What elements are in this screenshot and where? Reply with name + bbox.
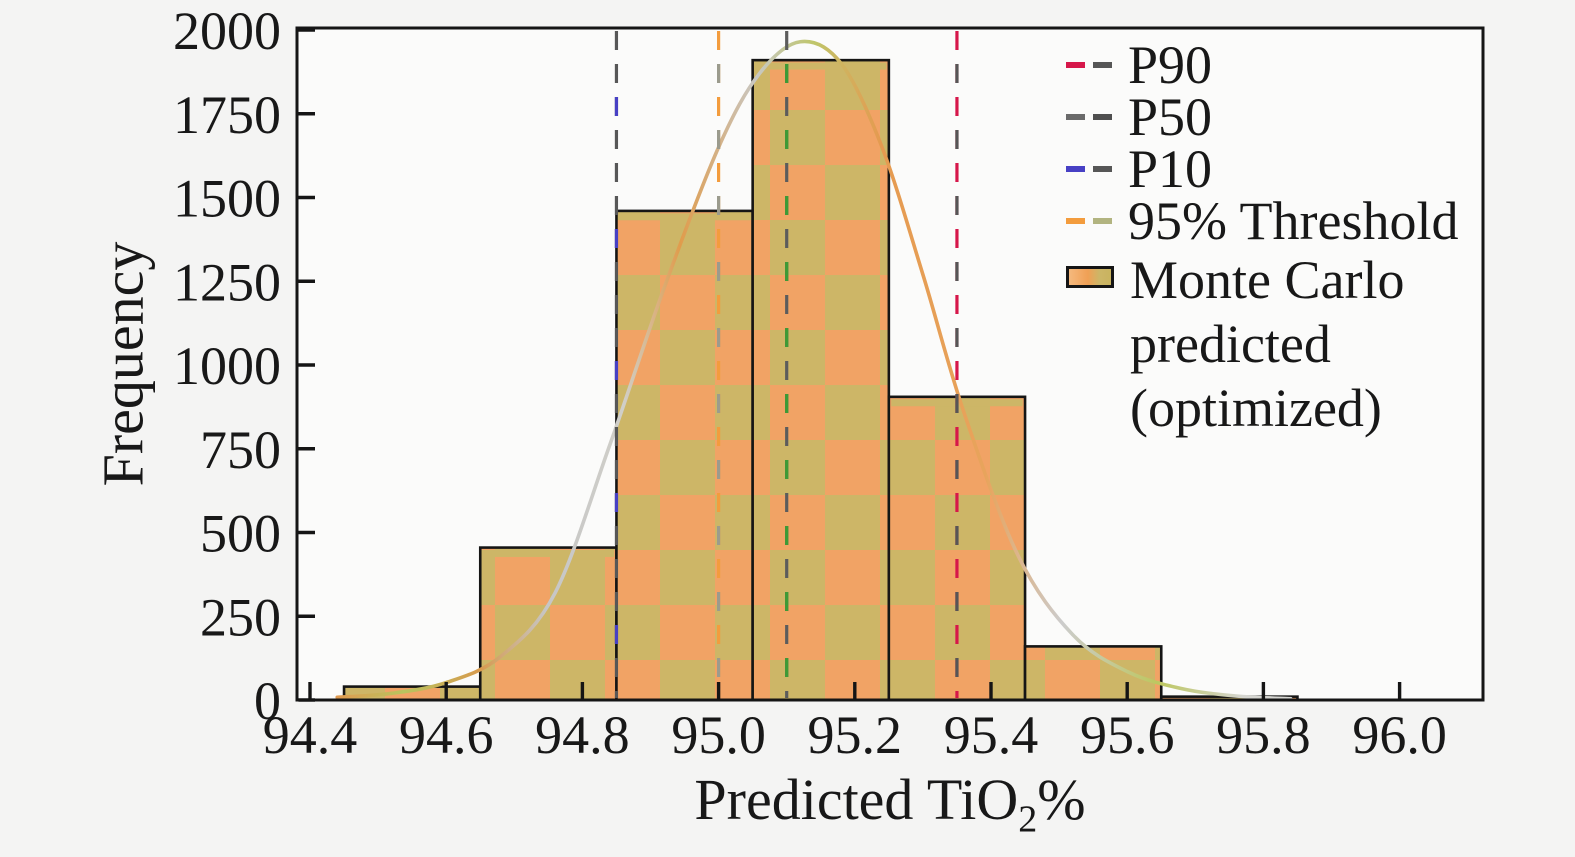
x-tick-label: 94.4 [263,705,358,765]
legend-item-monte-carlo-predicted-optimized-: Monte Carlo predicted (optimized) [1066,248,1404,440]
plot-border [295,26,1485,702]
legend-label: Monte Carlo predicted (optimized) [1130,248,1404,440]
y-tick-label: 1750 [173,85,281,145]
y-tick-label: 750 [200,420,281,480]
x-tick-label: 95.2 [808,705,903,765]
legend-label: P90 [1128,35,1213,95]
legend-item-p90: P90 [1066,38,1212,92]
y-axis-title: Frequency [90,241,156,487]
histogram-bar-top-strip [482,549,615,557]
histogram-bar [478,546,618,702]
legend-label-line: Monte Carlo [1130,250,1405,310]
legend-item-p50: P50 [1066,90,1212,144]
legend-item-95-threshold: 95% Threshold [1066,194,1458,248]
x-tick-label: 95.4 [944,705,1039,765]
legend-line-swatch [1066,166,1112,172]
kde-curve [335,39,1293,701]
y-tick-label: 1500 [173,169,281,229]
legend-line-swatch [1066,62,1112,68]
legend-item-p10: P10 [1066,142,1212,196]
legend-label: P50 [1128,87,1213,147]
histogram-bar [615,209,754,702]
y-tick-label: 250 [200,587,281,647]
legend-label: 95% Threshold [1128,191,1459,251]
x-tick-label: 95.6 [1080,705,1175,765]
x-axis-title-main: Predicted TiO [694,767,1019,832]
x-tick-label: 96.0 [1352,705,1447,765]
y-tick-label: 0 [254,671,281,731]
x-tick-label: 95.8 [1216,705,1311,765]
legend-patch-swatch [1066,266,1114,288]
x-tick-label: 94.6 [399,705,494,765]
histogram-bar-top-strip [755,62,887,70]
y-tick-label: 1000 [173,336,281,396]
x-axis-title-subscript: 2 [1018,798,1038,841]
x-axis-title: Predicted TiO2% [694,766,1086,839]
y-tick-label: 2000 [173,1,281,61]
legend-line-swatch [1066,218,1112,224]
y-tick-label: 1250 [173,252,281,312]
histogram-bar [751,58,891,702]
x-tick-label: 95.0 [671,705,766,765]
legend-line-swatch [1066,114,1112,120]
histogram-bar-top-strip [618,213,751,221]
legend-label: P10 [1128,139,1213,199]
x-tick-label: 94.8 [535,705,630,765]
y-tick-label: 500 [200,504,281,564]
histogram-bar [887,395,1027,702]
x-axis-title-suffix: % [1037,767,1086,832]
legend-label-line: predicted [1130,314,1331,374]
legend-label-line: (optimized) [1130,378,1382,438]
